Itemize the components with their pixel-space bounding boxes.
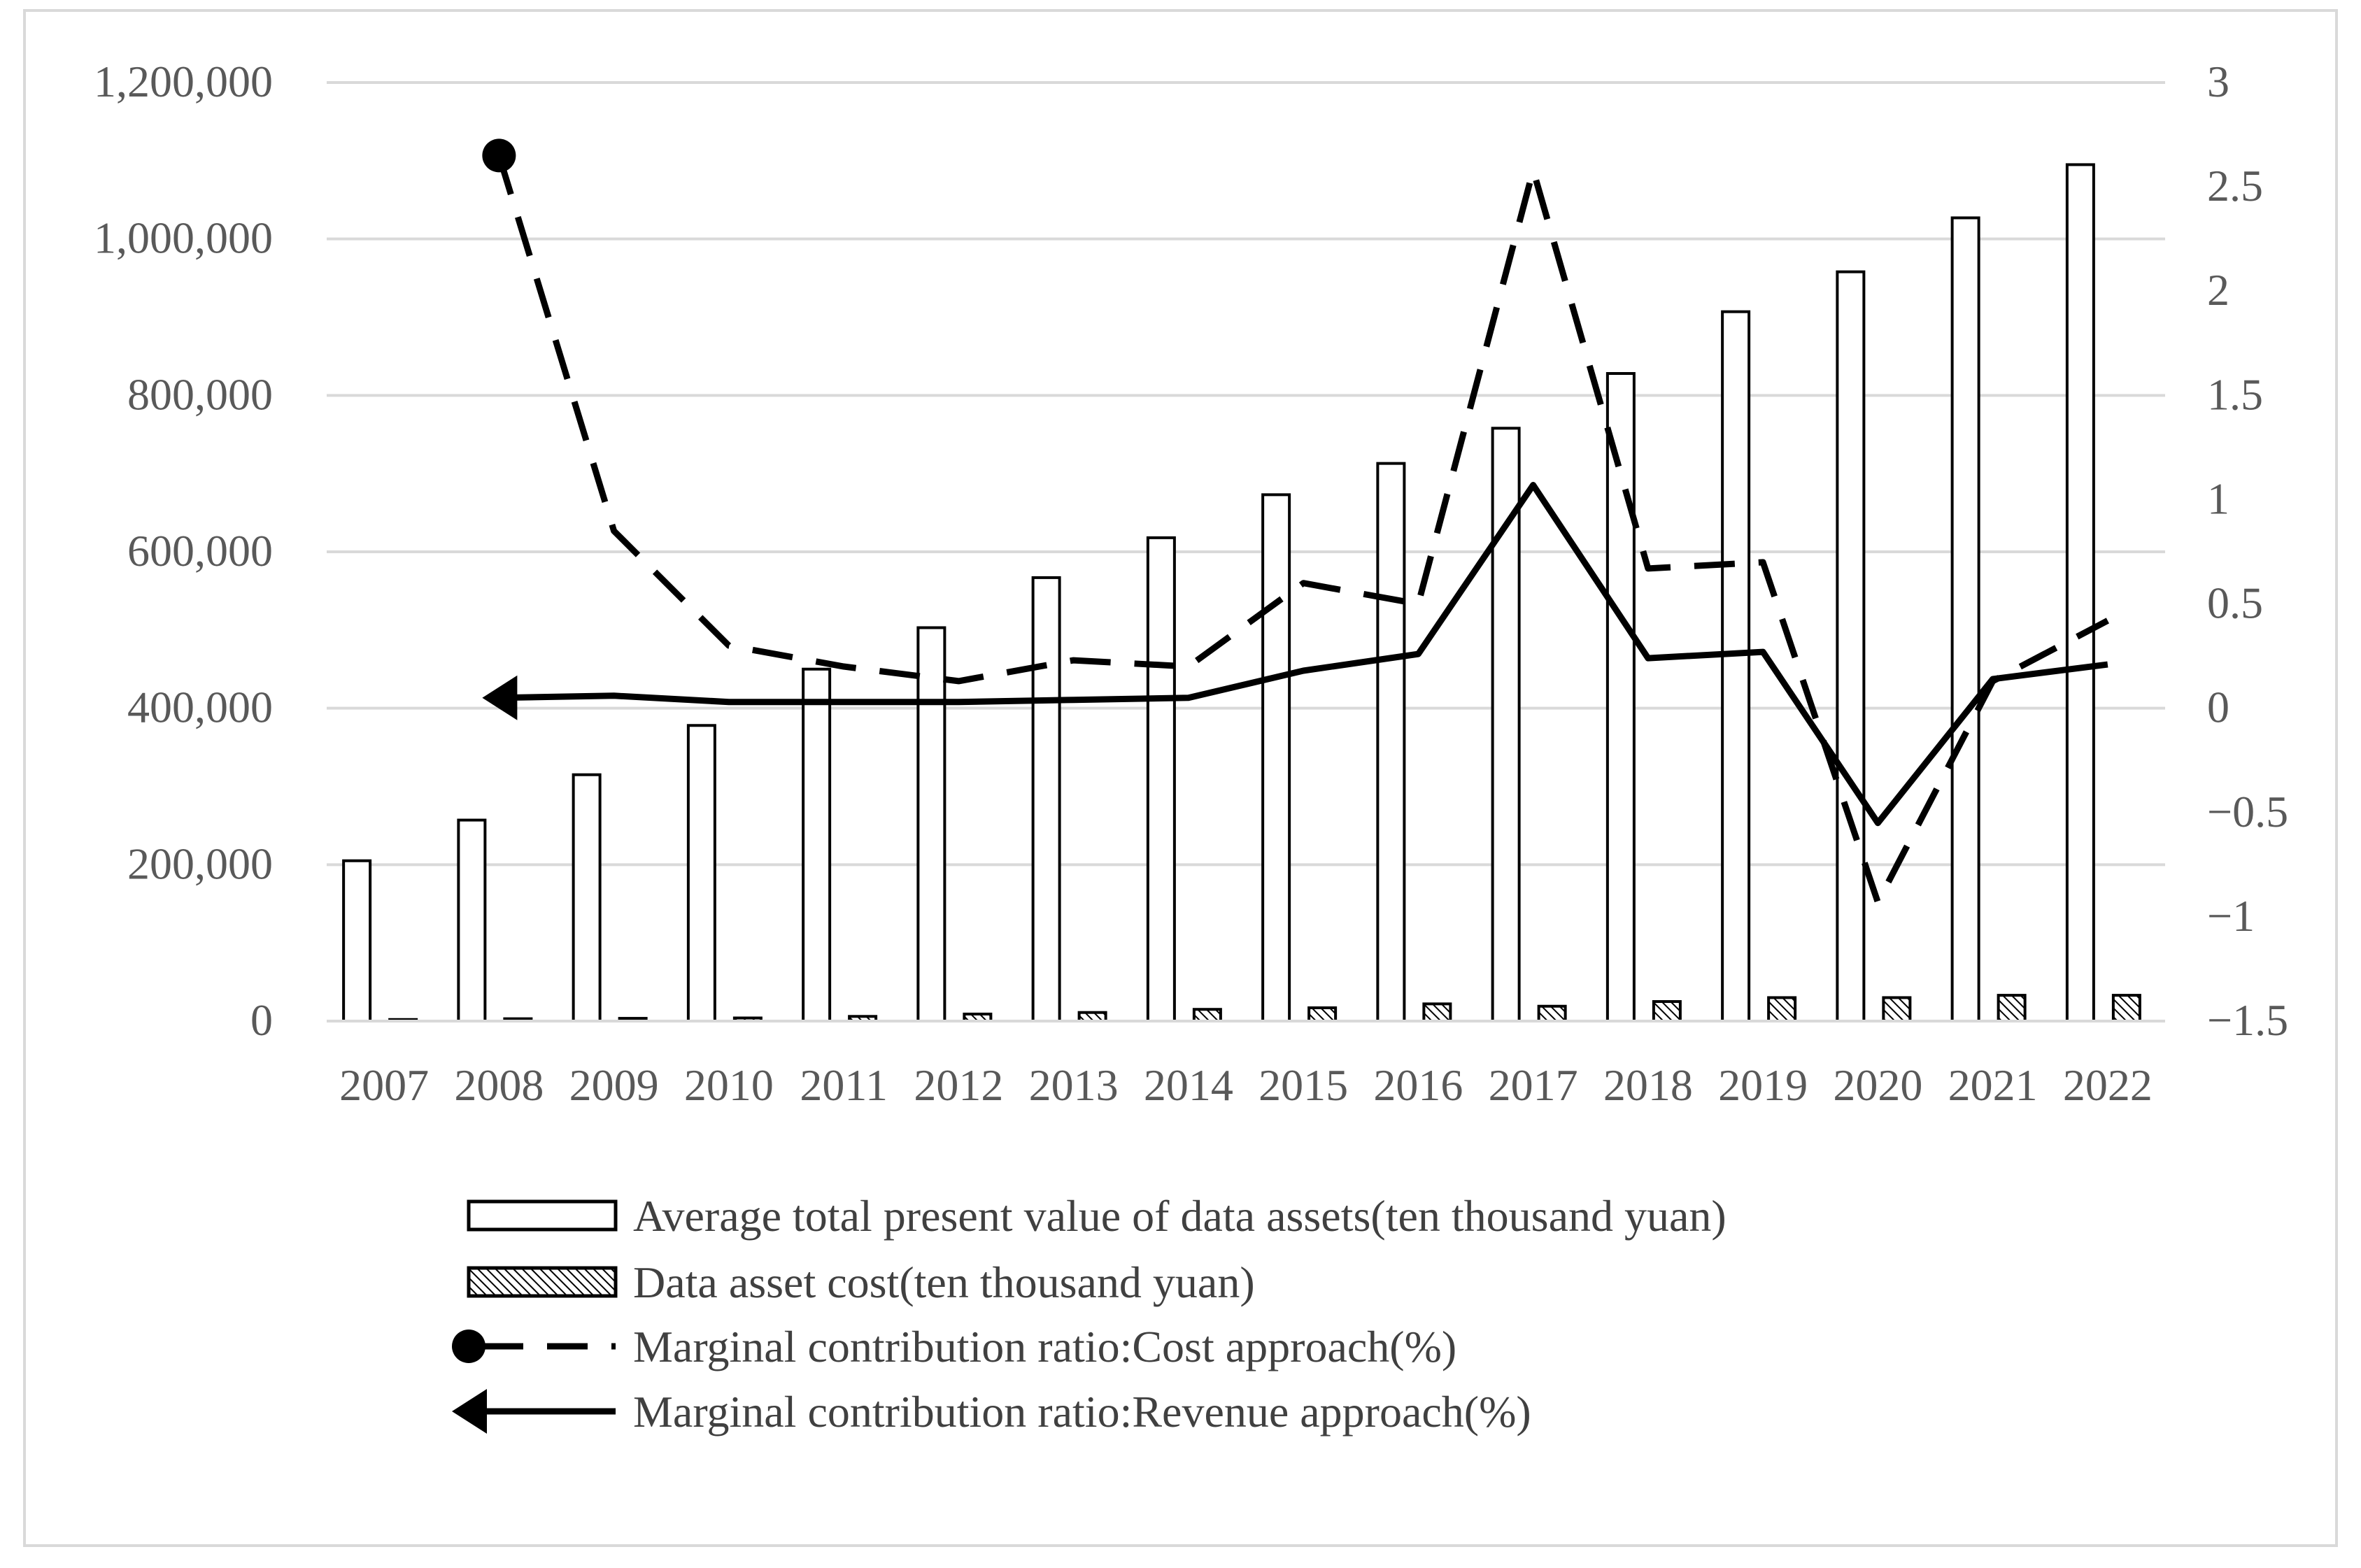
x-axis-tick-label: 2009 — [569, 1060, 659, 1110]
bar-present-value — [802, 667, 832, 1022]
bar-asset-cost — [1307, 1006, 1338, 1022]
x-axis-tick-label: 2018 — [1603, 1060, 1693, 1110]
legend-label: Average total present value of data asse… — [633, 1191, 1727, 1241]
x-axis-tick-label: 2016 — [1373, 1060, 1463, 1110]
right-axis-tick-label: 3 — [2207, 57, 2229, 106]
bar-present-value — [1376, 462, 1406, 1022]
legend-label: Data asset cost(ten thousand yuan) — [633, 1257, 1255, 1307]
bar-asset-cost — [1422, 1002, 1452, 1022]
bar-asset-cost — [1882, 996, 1912, 1022]
x-axis-tick-label: 2013 — [1029, 1060, 1119, 1110]
right-axis-tick-label: −1.5 — [2207, 995, 2288, 1045]
bar-present-value — [1836, 270, 1866, 1022]
chart-frame — [23, 9, 2338, 1547]
marker-revenue-approach-arrow — [482, 675, 518, 720]
bar-present-value — [1605, 372, 1636, 1022]
marker-cost-approach-circle — [482, 138, 516, 173]
bar-asset-cost — [1537, 1004, 1567, 1023]
left-axis-tick-label: 800,000 — [127, 369, 273, 419]
line-revenue-approach — [499, 482, 2108, 827]
x-axis-tick-label: 2014 — [1144, 1060, 1233, 1110]
axes: 0 200,000 400,000 600,000 800,000 1,000,000 1,… — [94, 57, 2288, 1110]
bar-present-value — [1146, 536, 1176, 1022]
bar-present-value — [1950, 216, 1980, 1022]
left-axis-tick-label: 200,000 — [127, 839, 273, 888]
x-axis-tick-label: 2019 — [1718, 1060, 1808, 1110]
right-axis-tick-label: 0 — [2207, 683, 2229, 732]
left-axis-tick-label: 1,000,000 — [94, 213, 273, 263]
x-axis-tick-label: 2021 — [1948, 1060, 2038, 1110]
bar-present-value — [1031, 576, 1061, 1022]
legend-swatch-cost-approach-marker — [452, 1330, 485, 1363]
bar-present-value — [1491, 427, 1521, 1022]
bar-present-value — [342, 859, 372, 1023]
x-axis-tick-label: 2010 — [684, 1060, 774, 1110]
line-cost-approach — [496, 155, 2109, 906]
x-axis-tick-label: 2017 — [1489, 1060, 1578, 1110]
x-axis-tick-label: 2007 — [339, 1060, 429, 1110]
bars — [342, 163, 2141, 1023]
right-axis-tick-label: 2 — [2207, 265, 2229, 315]
x-axis-tick-label: 2020 — [1833, 1060, 1922, 1110]
right-axis-tick-label: 1 — [2207, 473, 2229, 523]
legend-label: Marginal contribution ratio:Cost approac… — [633, 1322, 1456, 1371]
legend-swatch-revenue-approach-marker — [452, 1389, 487, 1434]
left-axis-tick-label: 0 — [250, 995, 273, 1045]
right-axis-tick-label: 2.5 — [2207, 161, 2263, 211]
x-axis-tick-label: 2011 — [800, 1060, 888, 1110]
bar-present-value — [457, 818, 487, 1023]
legend: Average total present value of data asse… — [452, 1191, 1727, 1437]
right-axis-tick-label: 1.5 — [2207, 369, 2263, 419]
bar-present-value — [2065, 163, 2095, 1022]
lines — [482, 138, 2109, 906]
right-axis-tick-label: 0.5 — [2207, 578, 2263, 628]
bar-asset-cost — [1767, 996, 1797, 1022]
bar-asset-cost — [1997, 994, 2027, 1022]
x-axis-tick-label: 2008 — [454, 1060, 544, 1110]
x-axis-tick-label: 2012 — [914, 1060, 1003, 1110]
left-axis-tick-label: 1,200,000 — [94, 57, 273, 106]
bar-present-value — [1261, 493, 1291, 1022]
right-axis-tick-label: −1 — [2207, 891, 2255, 941]
bar-present-value — [572, 773, 602, 1022]
x-axis-tick-label: 2022 — [2063, 1060, 2153, 1110]
bar-asset-cost — [1652, 1000, 1682, 1022]
left-axis-tick-label: 400,000 — [127, 683, 273, 732]
bar-asset-cost — [1192, 1008, 1222, 1022]
bar-present-value — [916, 626, 946, 1022]
legend-swatch-present-value — [467, 1199, 618, 1232]
bar-asset-cost — [2111, 994, 2141, 1022]
legend-swatch-asset-cost — [467, 1266, 618, 1298]
bar-present-value — [1721, 310, 1751, 1022]
legend-label: Marginal contribution ratio:Revenue appr… — [633, 1387, 1531, 1437]
x-axis-tick-label: 2015 — [1259, 1060, 1348, 1110]
bar-present-value — [686, 724, 716, 1023]
left-axis-tick-label: 600,000 — [127, 526, 273, 576]
right-axis-tick-label: −0.5 — [2207, 787, 2288, 836]
